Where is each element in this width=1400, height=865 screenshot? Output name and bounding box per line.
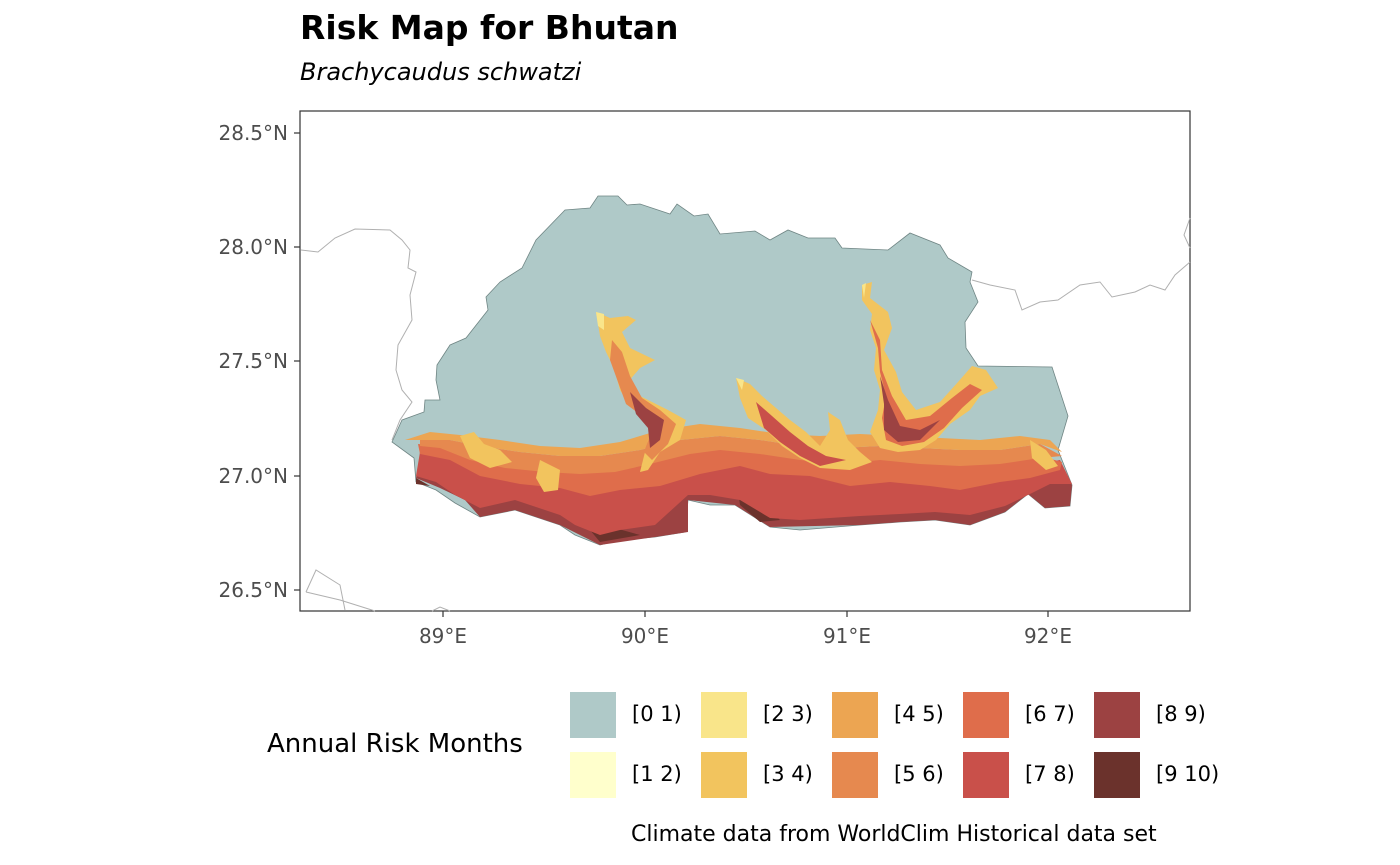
legend-item: [5 6) bbox=[832, 752, 962, 798]
map-subtitle: Brachycaudus schwatzi bbox=[300, 58, 582, 86]
legend-swatch bbox=[832, 752, 878, 798]
legend-swatch bbox=[701, 692, 747, 738]
legend-item: [0 1) bbox=[570, 692, 700, 738]
legend-swatch bbox=[570, 752, 616, 798]
legend-swatch bbox=[701, 752, 747, 798]
legend-swatch bbox=[963, 752, 1009, 798]
x-tick-label: 91°E bbox=[823, 624, 871, 648]
legend-label: [8 9) bbox=[1156, 702, 1206, 726]
data-source-caption: Climate data from WorldClim Historical d… bbox=[631, 822, 1157, 847]
legend-label: [6 7) bbox=[1025, 702, 1075, 726]
legend-swatch bbox=[570, 692, 616, 738]
legend-item: [9 10) bbox=[1094, 752, 1224, 798]
legend-label: [7 8) bbox=[1025, 762, 1075, 786]
y-tick-label: 26.5°N bbox=[219, 578, 289, 602]
legend-title: Annual Risk Months bbox=[267, 729, 523, 759]
y-tick-label: 28.5°N bbox=[219, 121, 289, 145]
legend-label: [4 5) bbox=[894, 702, 944, 726]
x-tick-label: 90°E bbox=[621, 624, 669, 648]
legend-label: [5 6) bbox=[894, 762, 944, 786]
legend-item: [7 8) bbox=[963, 752, 1093, 798]
legend-item: [6 7) bbox=[963, 692, 1093, 738]
y-tick-label: 27.5°N bbox=[219, 349, 289, 373]
y-tick-label: 27.0°N bbox=[219, 464, 289, 488]
legend-label: [1 2) bbox=[632, 762, 682, 786]
legend-label: [2 3) bbox=[763, 702, 813, 726]
legend: [0 1) [1 2) [2 3) [3 4) [4 5) [5 6) [6 7… bbox=[570, 692, 1250, 802]
map-title: Risk Map for Bhutan bbox=[300, 8, 679, 47]
legend-swatch bbox=[963, 692, 1009, 738]
y-tick-label: 28.0°N bbox=[219, 235, 289, 259]
legend-label: [0 1) bbox=[632, 702, 682, 726]
legend-item: [2 3) bbox=[701, 692, 831, 738]
legend-label: [9 10) bbox=[1156, 762, 1220, 786]
legend-item: [3 4) bbox=[701, 752, 831, 798]
legend-item: [4 5) bbox=[832, 692, 962, 738]
axis-ticks bbox=[294, 132, 1049, 617]
neighbour-borders bbox=[300, 217, 1191, 612]
risk-bands bbox=[405, 282, 1072, 545]
x-tick-label: 89°E bbox=[419, 624, 467, 648]
legend-item: [8 9) bbox=[1094, 692, 1224, 738]
x-tick-label: 92°E bbox=[1024, 624, 1072, 648]
legend-swatch bbox=[1094, 752, 1140, 798]
legend-swatch bbox=[1094, 692, 1140, 738]
risk-map: 28.5°N 28.0°N 27.5°N 27.0°N 26.5°N 89°E … bbox=[219, 110, 1191, 648]
legend-item: [1 2) bbox=[570, 752, 700, 798]
legend-label: [3 4) bbox=[763, 762, 813, 786]
legend-swatch bbox=[832, 692, 878, 738]
